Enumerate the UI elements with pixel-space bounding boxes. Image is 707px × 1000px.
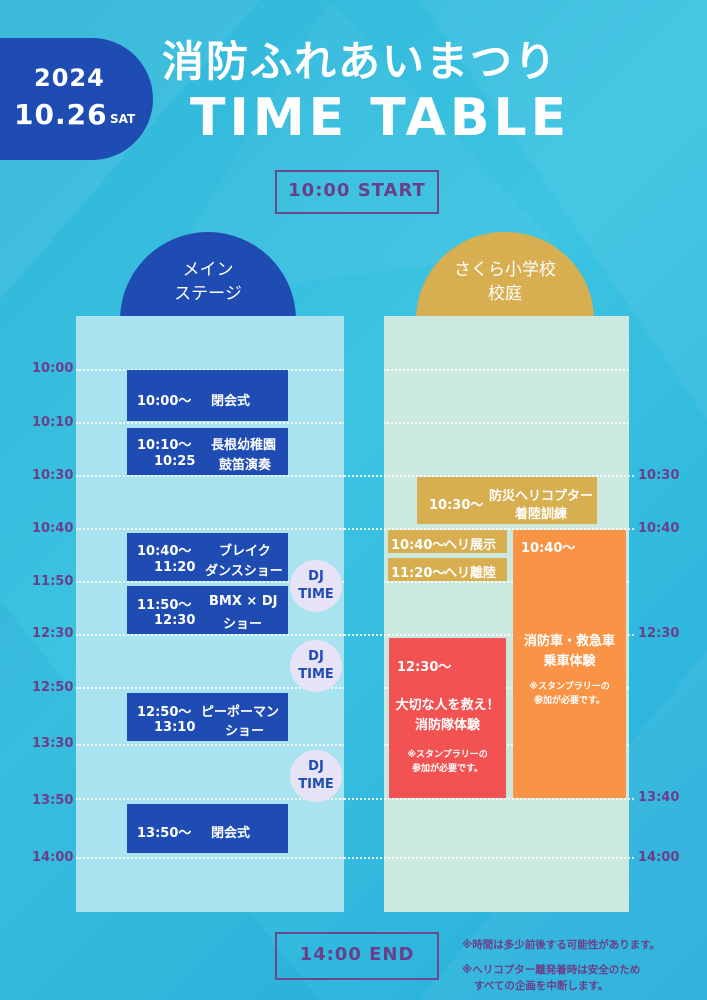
page-subtitle: TIME TABLE [190, 88, 571, 148]
event-name-2: 鼓笛演奏 [219, 458, 272, 473]
date-day: 10.26 [14, 98, 108, 131]
date-weekday: SAT [110, 112, 136, 126]
event-bmx: 11:50〜 12:30 BMX × DJ ショー [127, 586, 288, 634]
main-stage-title-line2: ステージ [174, 284, 242, 304]
note-heli-safety: ※ヘリコプター離発着時は安全のため [462, 964, 641, 976]
event-name: 大切な人を救え！ [395, 698, 500, 713]
note-heli-safety-2: すべての企画を中断します。 [474, 980, 609, 992]
event-closing: 13:50〜 閉会式 [127, 804, 288, 853]
event-note-2: 参加が必要です。 [411, 764, 484, 774]
event-time: 10:30〜 [429, 498, 484, 513]
event-name: 長根幼稚園 [211, 438, 277, 453]
event-name: ピーポーマン [201, 705, 280, 720]
tick-left: 10:00 [32, 361, 74, 376]
tick-left: 10:10 [32, 415, 74, 430]
event-name: ブレイク [219, 544, 271, 559]
event-time: 10:40〜 [391, 538, 446, 553]
event-name-2: ショー [225, 724, 265, 739]
event-heli-depart: 11:20〜 ヘリ離陸 [388, 558, 507, 581]
event-time: 10:00〜 [137, 394, 192, 409]
school-title-line2: 校庭 [488, 284, 522, 304]
event-time: 10:40〜 [521, 541, 576, 556]
note-timing: ※時間は多少前後する可能性があります。 [462, 939, 661, 951]
dj-time-badge: DJ TIME [290, 640, 342, 692]
page-title: 消防ふれあいまつり [162, 37, 559, 86]
event-time-end: 11:20 [154, 560, 196, 575]
event-time-end: 12:30 [154, 613, 196, 628]
event-note: ※スタンプラリーの [529, 682, 610, 692]
event-name-2: 乗車体験 [543, 654, 596, 669]
event-name: BMX × DJ [209, 594, 278, 609]
tick-right: 13:40 [638, 790, 680, 805]
event-kindergarten: 10:10〜 10:25 長根幼稚園 鼓笛演奏 [127, 428, 288, 475]
event-note: ※スタンプラリーの [407, 750, 488, 760]
event-heli-training: 10:30〜 防災ヘリコプター 着陸訓練 [417, 477, 597, 524]
event-time: 12:50〜 [137, 705, 192, 720]
start-label: 10:00 START [288, 180, 426, 201]
event-opening: 10:00〜 閉会式 [127, 370, 288, 421]
event-time-end: 10:25 [154, 454, 196, 469]
event-time: 10:10〜 [137, 438, 192, 453]
tick-left: 10:30 [32, 468, 74, 483]
event-time: 11:20〜 [391, 566, 446, 581]
tick-right: 14:00 [638, 850, 680, 865]
event-heli-display: 10:40〜 ヘリ展示 [388, 530, 507, 553]
tick-left: 12:50 [32, 680, 74, 695]
event-time: 10:40〜 [137, 544, 192, 559]
dj-time-badge: DJ TIME [290, 750, 342, 802]
event-name: 閉会式 [211, 826, 251, 841]
event-name-2: 着陸訓練 [515, 507, 568, 522]
tick-left: 12:30 [32, 626, 74, 641]
school-title-line1: さくら小学校 [454, 260, 556, 280]
event-name: ヘリ離陸 [444, 566, 497, 581]
end-label: 14:00 END [299, 944, 415, 965]
event-note-2: 参加が必要です。 [533, 696, 606, 706]
event-time: 13:50〜 [137, 826, 192, 841]
tick-left: 13:30 [32, 736, 74, 751]
tick-left: 13:50 [32, 793, 74, 808]
tick-left: 10:40 [32, 521, 74, 536]
tick-right: 12:30 [638, 626, 680, 641]
event-time: 11:50〜 [137, 598, 192, 613]
tick-right: 10:40 [638, 521, 680, 536]
event-name: 防災ヘリコプター [489, 489, 594, 504]
event-time: 12:30〜 [397, 660, 452, 675]
event-peepoman: 12:50〜 13:10 ピーポーマン ショー [127, 693, 288, 741]
event-vehicle-ride: 10:40〜 消防車・救急車 乗車体験 ※スタンプラリーの 参加が必要です。 [513, 530, 626, 798]
event-name: ヘリ展示 [444, 538, 497, 553]
tick-left: 11:50 [32, 574, 74, 589]
event-time-end: 13:10 [154, 720, 196, 735]
main-stage-title-line1: メイン [182, 260, 234, 280]
event-name-2: ショー [223, 617, 263, 632]
tick-left: 14:00 [32, 850, 74, 865]
event-breakdance: 10:40〜 11:20 ブレイク ダンスショー [127, 533, 288, 581]
event-name-2: ダンスショー [205, 564, 283, 579]
date-year: 2024 [34, 64, 105, 92]
event-name: 消防車・救急車 [523, 634, 615, 649]
start-label-box: 10:00 START [275, 170, 439, 214]
dj-time-badge: DJ TIME [290, 560, 342, 612]
date-badge: 2024 10.26 SAT [0, 38, 153, 160]
end-label-box: 14:00 END [275, 932, 439, 980]
event-name: 閉会式 [211, 394, 251, 409]
tick-right: 10:30 [638, 468, 680, 483]
event-name-2: 消防隊体験 [414, 718, 480, 733]
event-rescue: 12:30〜 大切な人を救え！ 消防隊体験 ※スタンプラリーの 参加が必要です。 [389, 638, 506, 798]
